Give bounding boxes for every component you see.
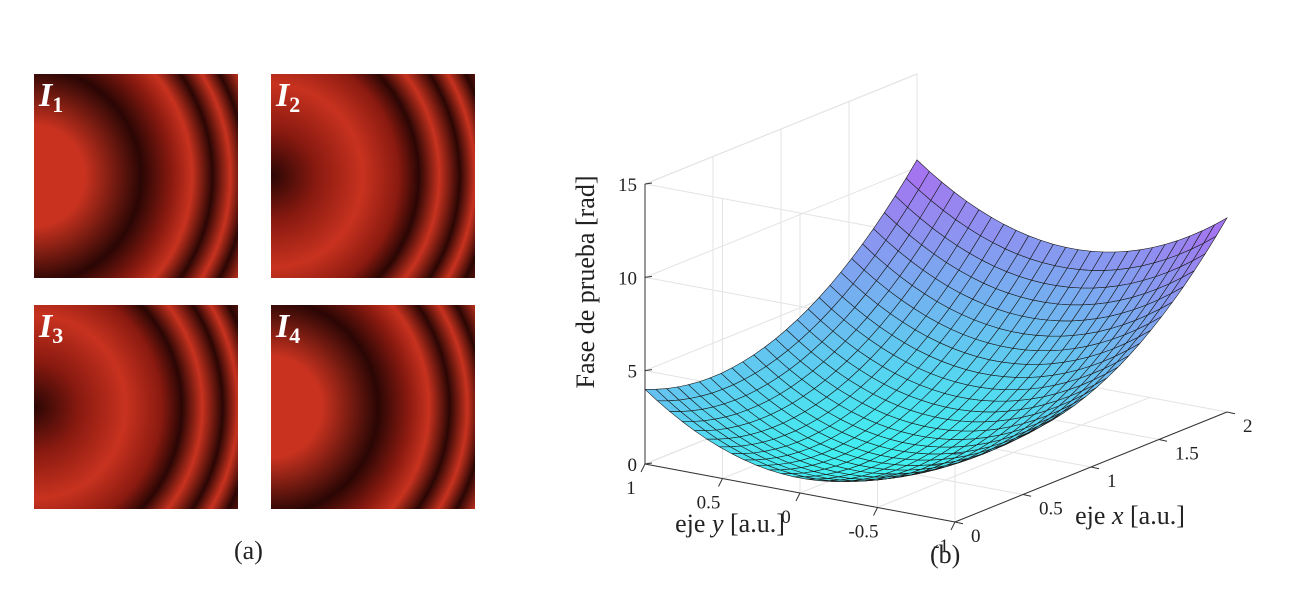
x-tick-label: 0 <box>971 526 981 547</box>
x-tick <box>1022 494 1032 497</box>
y-tick <box>718 478 723 487</box>
caption-b: (b) <box>930 540 961 569</box>
interferogram-I1-image <box>34 74 238 278</box>
interferogram-I4-image <box>271 305 475 509</box>
interferogram-I3-label: I3 <box>39 308 64 348</box>
x-tick-label: 2 <box>1243 416 1253 437</box>
x-tick-label: 1 <box>1107 471 1117 492</box>
x-tick-label: 1.5 <box>1175 444 1199 465</box>
interferogram-I2-image <box>271 74 475 278</box>
fringe-pattern <box>34 74 238 278</box>
interferogram-I3-image <box>34 305 238 509</box>
z-axis-title: Fase de prueba [rad] <box>571 176 600 389</box>
y-tick <box>873 507 878 516</box>
x-tick-label: 0.5 <box>1039 499 1063 520</box>
interferogram-I1-label: I1 <box>39 77 64 117</box>
y-tick <box>950 521 956 531</box>
fringe-pattern <box>271 305 475 509</box>
interferogram-I4-label: I4 <box>276 308 301 348</box>
x-tick <box>1090 466 1100 470</box>
fringe-pattern <box>34 305 238 509</box>
interferogram-I2: I2 <box>271 74 475 278</box>
interferogram-I4: I4 <box>271 305 475 509</box>
y-axis-title: eje y [a.u.] <box>675 509 785 538</box>
y-tick <box>795 492 801 502</box>
y-tick-label: 1 <box>626 478 636 499</box>
y-tick-label: 0.5 <box>697 493 721 514</box>
z-tick-label: 5 <box>628 362 638 383</box>
y-tick-label: 0 <box>781 507 791 528</box>
y-tick-label: -0.5 <box>848 522 878 543</box>
z-tick <box>644 275 653 278</box>
x-tick <box>954 521 964 525</box>
x-tick <box>1158 439 1168 442</box>
z-tick-label: 10 <box>618 268 637 289</box>
interferogram-I3: I3 <box>34 305 238 509</box>
interferogram-I2-label: I2 <box>276 77 301 117</box>
surface-patch <box>1202 217 1228 244</box>
z-tick <box>644 182 653 185</box>
y-tick <box>640 463 646 473</box>
surface <box>644 159 1228 482</box>
caption-a: (a) <box>234 536 263 565</box>
x-tick <box>1226 411 1236 415</box>
z-tick <box>644 462 653 465</box>
z-tick-label: 0 <box>628 455 638 476</box>
x-axis-title: eje x [a.u.] <box>1075 501 1185 530</box>
fringe-pattern <box>271 74 475 278</box>
z-tick-label: 15 <box>618 175 637 196</box>
z-tick <box>644 369 653 372</box>
y-tick-label: -1 <box>933 536 949 557</box>
interferogram-I1: I1 <box>34 74 238 278</box>
